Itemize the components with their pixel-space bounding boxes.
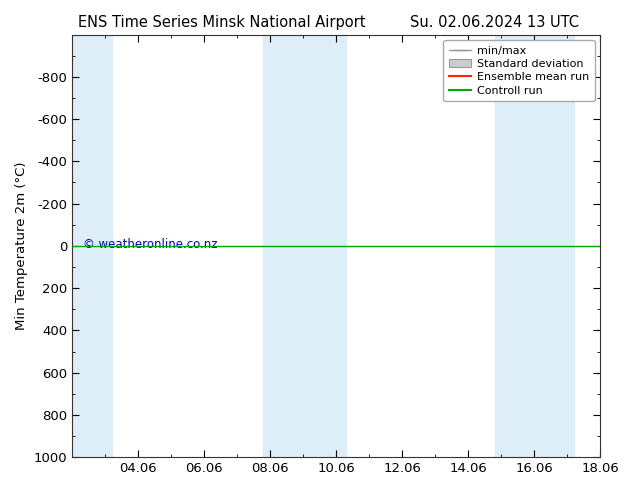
Text: Su. 02.06.2024 13 UTC: Su. 02.06.2024 13 UTC	[410, 15, 579, 30]
Text: © weatheronline.co.nz: © weatheronline.co.nz	[82, 238, 217, 251]
Y-axis label: Min Temperature 2m (°C): Min Temperature 2m (°C)	[15, 162, 28, 330]
Bar	[495, 35, 574, 457]
Text: ENS Time Series Minsk National Airport: ENS Time Series Minsk National Airport	[78, 15, 366, 30]
Legend: min/max, Standard deviation, Ensemble mean run, Controll run: min/max, Standard deviation, Ensemble me…	[443, 40, 595, 101]
Bar	[264, 35, 346, 457]
Bar	[72, 35, 112, 457]
